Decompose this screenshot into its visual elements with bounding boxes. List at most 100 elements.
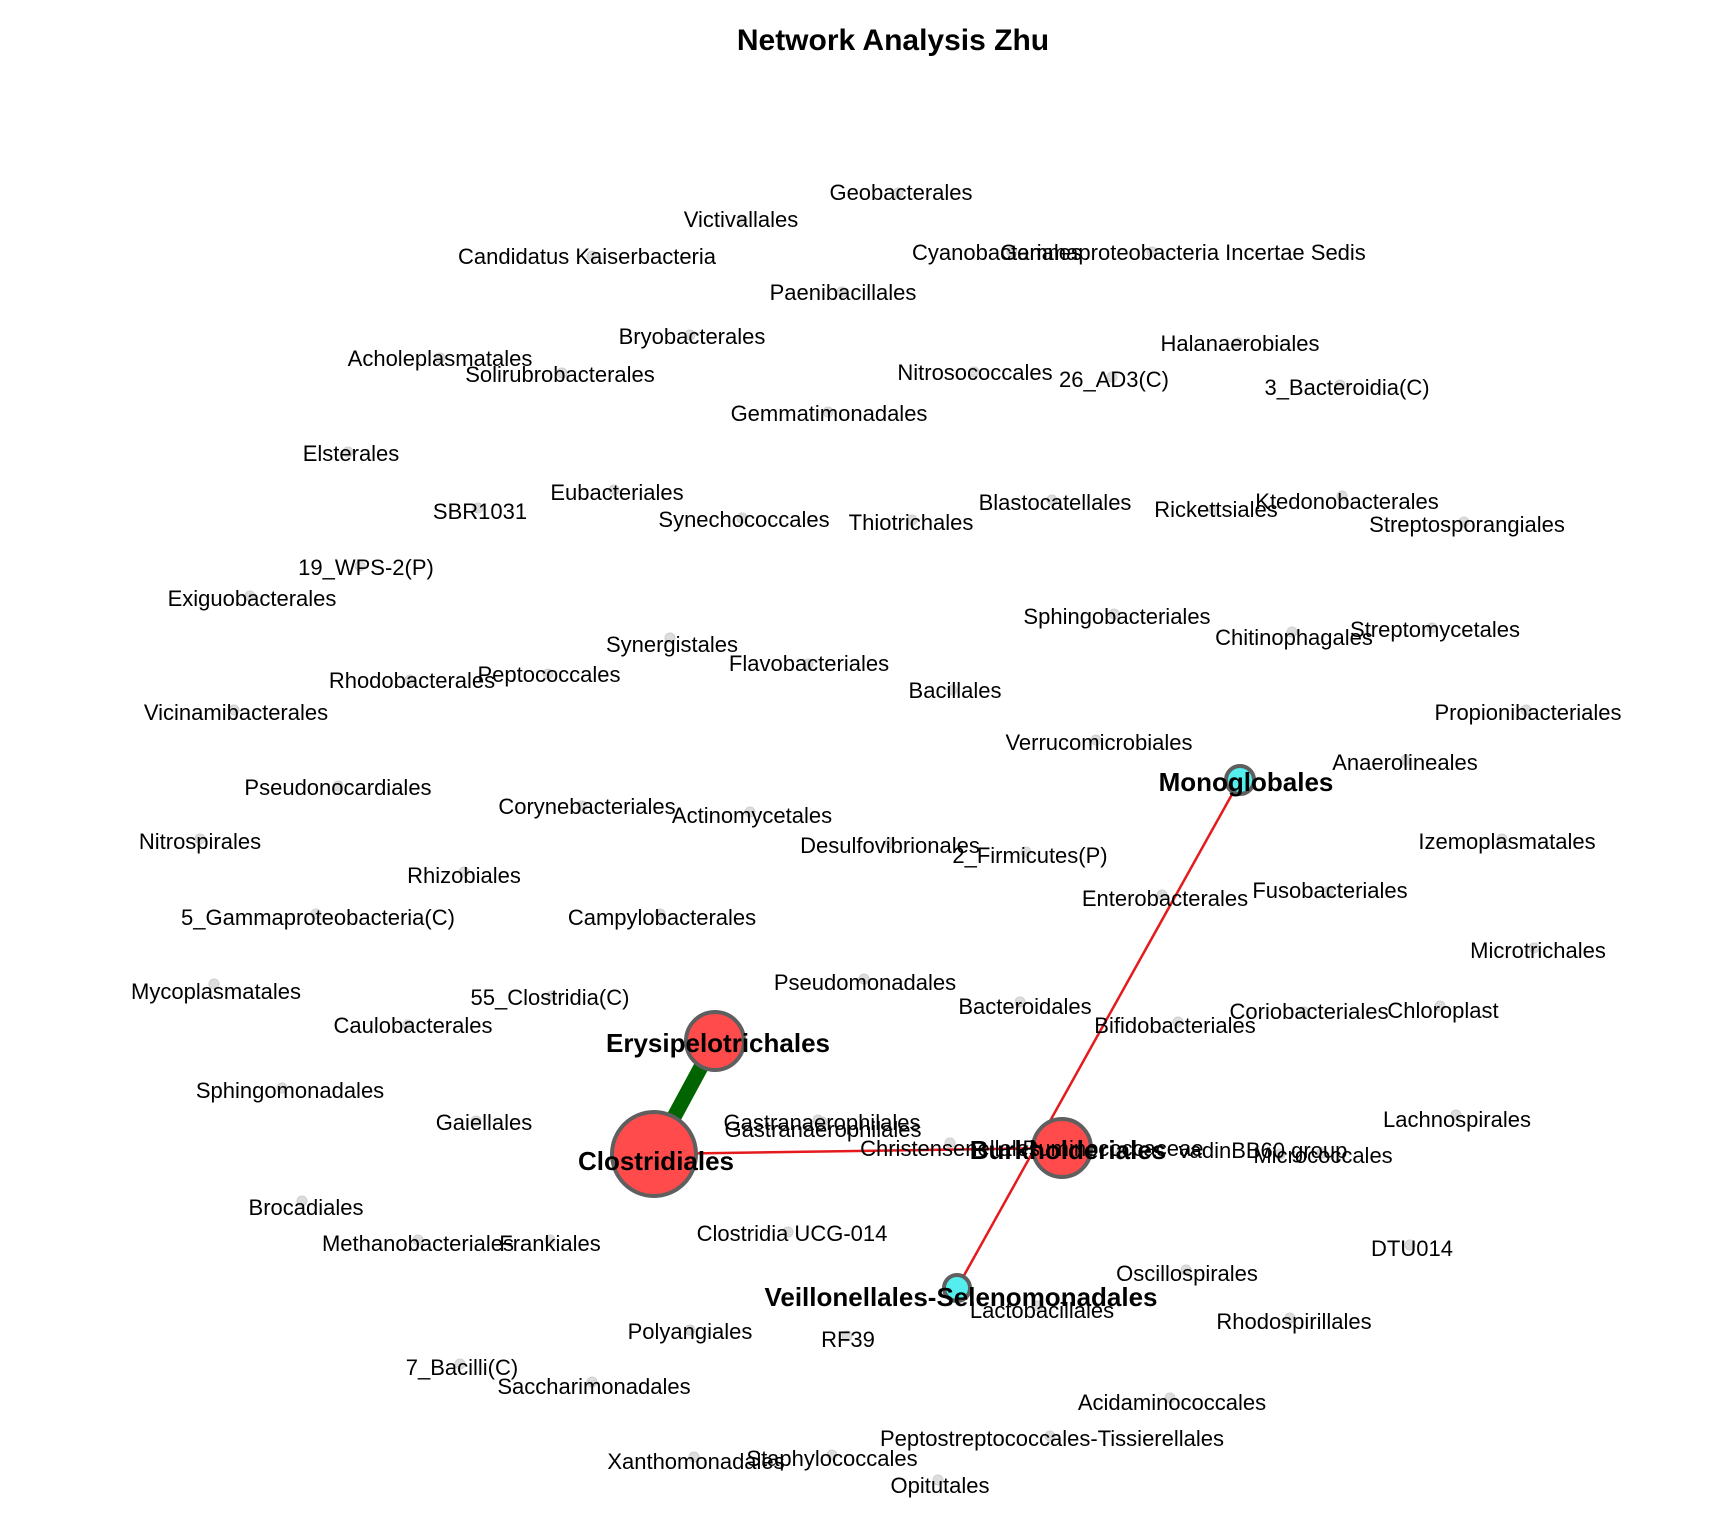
- node-bacillales: [946, 684, 958, 696]
- node-vicinamibacterales: [228, 704, 240, 716]
- node-bryobacterales: [684, 329, 696, 341]
- node-streptomycetales: [1426, 622, 1438, 634]
- node-mycoplasmatales: [208, 978, 220, 990]
- node-desulfovibrionales: [884, 837, 896, 849]
- node-label-flavobacteriales: Flavobacteriales: [729, 651, 889, 676]
- node-gaiellales: [470, 1115, 482, 1127]
- node-label-fusobacteriales: Fusobacteriales: [1252, 878, 1407, 903]
- node-dtu014: [1404, 1239, 1416, 1251]
- node-label-exiguobacterales: Exiguobacterales: [168, 586, 337, 611]
- node-synechococcales: [736, 512, 748, 524]
- node-label-2-firmicutes-p: 2_Firmicutes(P): [952, 843, 1107, 868]
- node-bifidobacteriales: [1172, 1016, 1184, 1028]
- node-label-oscillospirales: Oscillospirales: [1116, 1261, 1258, 1286]
- node-label-bacillales: Bacillales: [909, 678, 1002, 703]
- node-label-propionibacteriales: Propionibacteriales: [1434, 700, 1621, 725]
- node-label-pseudomonadales: Pseudomonadales: [774, 970, 956, 995]
- node-label-microtrichales: Microtrichales: [1470, 938, 1606, 963]
- node-paenibacillales: [836, 286, 848, 298]
- node-label-caulobacterales: Caulobacterales: [334, 1013, 493, 1038]
- node-label-nitrosococcales: Nitrosococcales: [897, 360, 1052, 385]
- node-ktedonobacterales: [1336, 490, 1348, 502]
- node-acholeplasmatales: [434, 352, 446, 364]
- node-label-christensenellales: Christensenellales: [860, 1136, 1040, 1161]
- node-propionibacteriales: [1520, 704, 1532, 716]
- node-polyangiales: [684, 1324, 696, 1336]
- node-thiotrichales: [906, 514, 918, 526]
- node-label-vicinamibacterales: Vicinamibacterales: [144, 700, 328, 725]
- node-label-sphingomonadales: Sphingomonadales: [196, 1078, 384, 1103]
- node-label-pseudonocardiales: Pseudonocardiales: [244, 775, 431, 800]
- node-label-actinomycetales: Actinomycetales: [672, 803, 832, 828]
- node-label-desulfovibrionales: Desulfovibrionales: [800, 833, 980, 858]
- node-streptosporangiales: [1458, 516, 1470, 528]
- node-lactobacillales: [1032, 1300, 1044, 1312]
- node-label-dtu014: DTU014: [1371, 1236, 1453, 1261]
- node-3-bacteroidia-c: [1334, 379, 1346, 391]
- node-victivallales: [736, 214, 748, 226]
- node-label-55-clostridia-c: 55_Clostridia(C): [471, 985, 630, 1010]
- node-2-firmicutes-p: [1020, 846, 1032, 858]
- node-staphylococcales: [826, 1449, 838, 1461]
- node-label-nitrospirales: Nitrospirales: [139, 829, 261, 854]
- node-saccharimonadales: [586, 1376, 598, 1388]
- node-frankiales: [544, 1234, 556, 1246]
- node-label-micrococcales: Micrococcales: [1253, 1143, 1392, 1168]
- node-label-ruminococcaceae: Ruminococcaceae: [1023, 1136, 1204, 1161]
- node-methanobacteriales: [412, 1234, 424, 1246]
- node-synergistales: [664, 632, 676, 644]
- node-opitutales: [932, 1474, 944, 1486]
- node-peptococcales: [542, 668, 554, 680]
- node-nitrosococcales: [968, 366, 980, 378]
- node-label-rhodospirillales: Rhodospirillales: [1216, 1309, 1371, 1334]
- node-label-3-bacteroidia-c: 3_Bacteroidia(C): [1264, 375, 1429, 400]
- node-label-gemmatimonadales: Gemmatimonadales: [731, 401, 928, 426]
- node-sbr1031: [472, 502, 484, 514]
- hub-label-erysipelotrichales: Erysipelotrichales: [606, 1028, 830, 1058]
- node-label-gaiellales: Gaiellales: [436, 1110, 533, 1135]
- node-brocadiales: [296, 1195, 308, 1207]
- node-label-anaerolineales: Anaerolineales: [1332, 750, 1478, 775]
- hub-node-veillonellales-selenomonadales: [942, 1273, 972, 1303]
- node-label-lactobacillales: Lactobacillales: [970, 1298, 1114, 1323]
- node-label-acholeplasmatales: Acholeplasmatales: [348, 346, 533, 371]
- node-label-corynebacteriales: Corynebacteriales: [498, 794, 675, 819]
- node-7-bacilli-c: [454, 1358, 466, 1370]
- node-anaerolineales: [1400, 754, 1412, 766]
- node-26-ad3-c: [1106, 371, 1118, 383]
- node-label-synechococcales: Synechococcales: [658, 507, 829, 532]
- node-label-methanobacteriales: Methanobacteriales: [322, 1231, 514, 1256]
- node-rhodospirillales: [1284, 1312, 1296, 1324]
- node-label-candidatus-kaiserbacteria: Candidatus Kaiserbacteria: [458, 244, 717, 269]
- node-label-brocadiales: Brocadiales: [249, 1195, 364, 1220]
- node-label-paenibacillales: Paenibacillales: [770, 280, 917, 305]
- node-microtrichales: [1528, 942, 1540, 954]
- node-peptostreptococcales-tissierellales: [1044, 1430, 1056, 1442]
- node-lachnospirales: [1450, 1109, 1462, 1121]
- node-label-sphingobacteriales: Sphingobacteriales: [1023, 604, 1210, 629]
- node-label-halanaerobiales: Halanaerobiales: [1161, 331, 1320, 356]
- node-rhodobacterales: [404, 674, 416, 686]
- node-geobacterales: [892, 187, 904, 199]
- node-label-cyanobacteriales: Cyanobacteriales: [912, 240, 1082, 265]
- hub-nodes-layer: [610, 764, 1256, 1303]
- node-clostridia-ucg-014: [782, 1226, 794, 1238]
- node-label-5-gammaproteobacteria-c: 5_Gammaproteobacteria(C): [181, 905, 455, 930]
- node-label-gastranaerophilales: Gastranaerophilales: [725, 1117, 922, 1142]
- node-label-gammaproteobacteria-incertae-sedis: Gammaproteobacteria Incertae Sedis: [1000, 240, 1366, 265]
- node-sphingomonadales: [276, 1082, 288, 1094]
- hub-node-erysipelotrichales: [684, 1010, 746, 1072]
- node-halanaerobiales: [1232, 337, 1244, 349]
- node-caulobacterales: [402, 1019, 414, 1031]
- node-exiguobacterales: [244, 590, 256, 602]
- node-micrococcales: [1316, 1147, 1328, 1159]
- node-blastocatellales: [1046, 494, 1058, 506]
- node-label-streptosporangiales: Streptosporangiales: [1369, 512, 1565, 537]
- labels-layer: Geobacterales Victivallales Candidatus Kai…: [131, 180, 1622, 1498]
- node-rickettsiales: [1208, 504, 1220, 516]
- node-label-saccharimonadales: Saccharimonadales: [497, 1374, 690, 1399]
- node-pseudonocardiales: [332, 780, 344, 792]
- node-19-wps-2-p: [354, 560, 366, 572]
- node-label-eubacteriales: Eubacteriales: [550, 480, 683, 505]
